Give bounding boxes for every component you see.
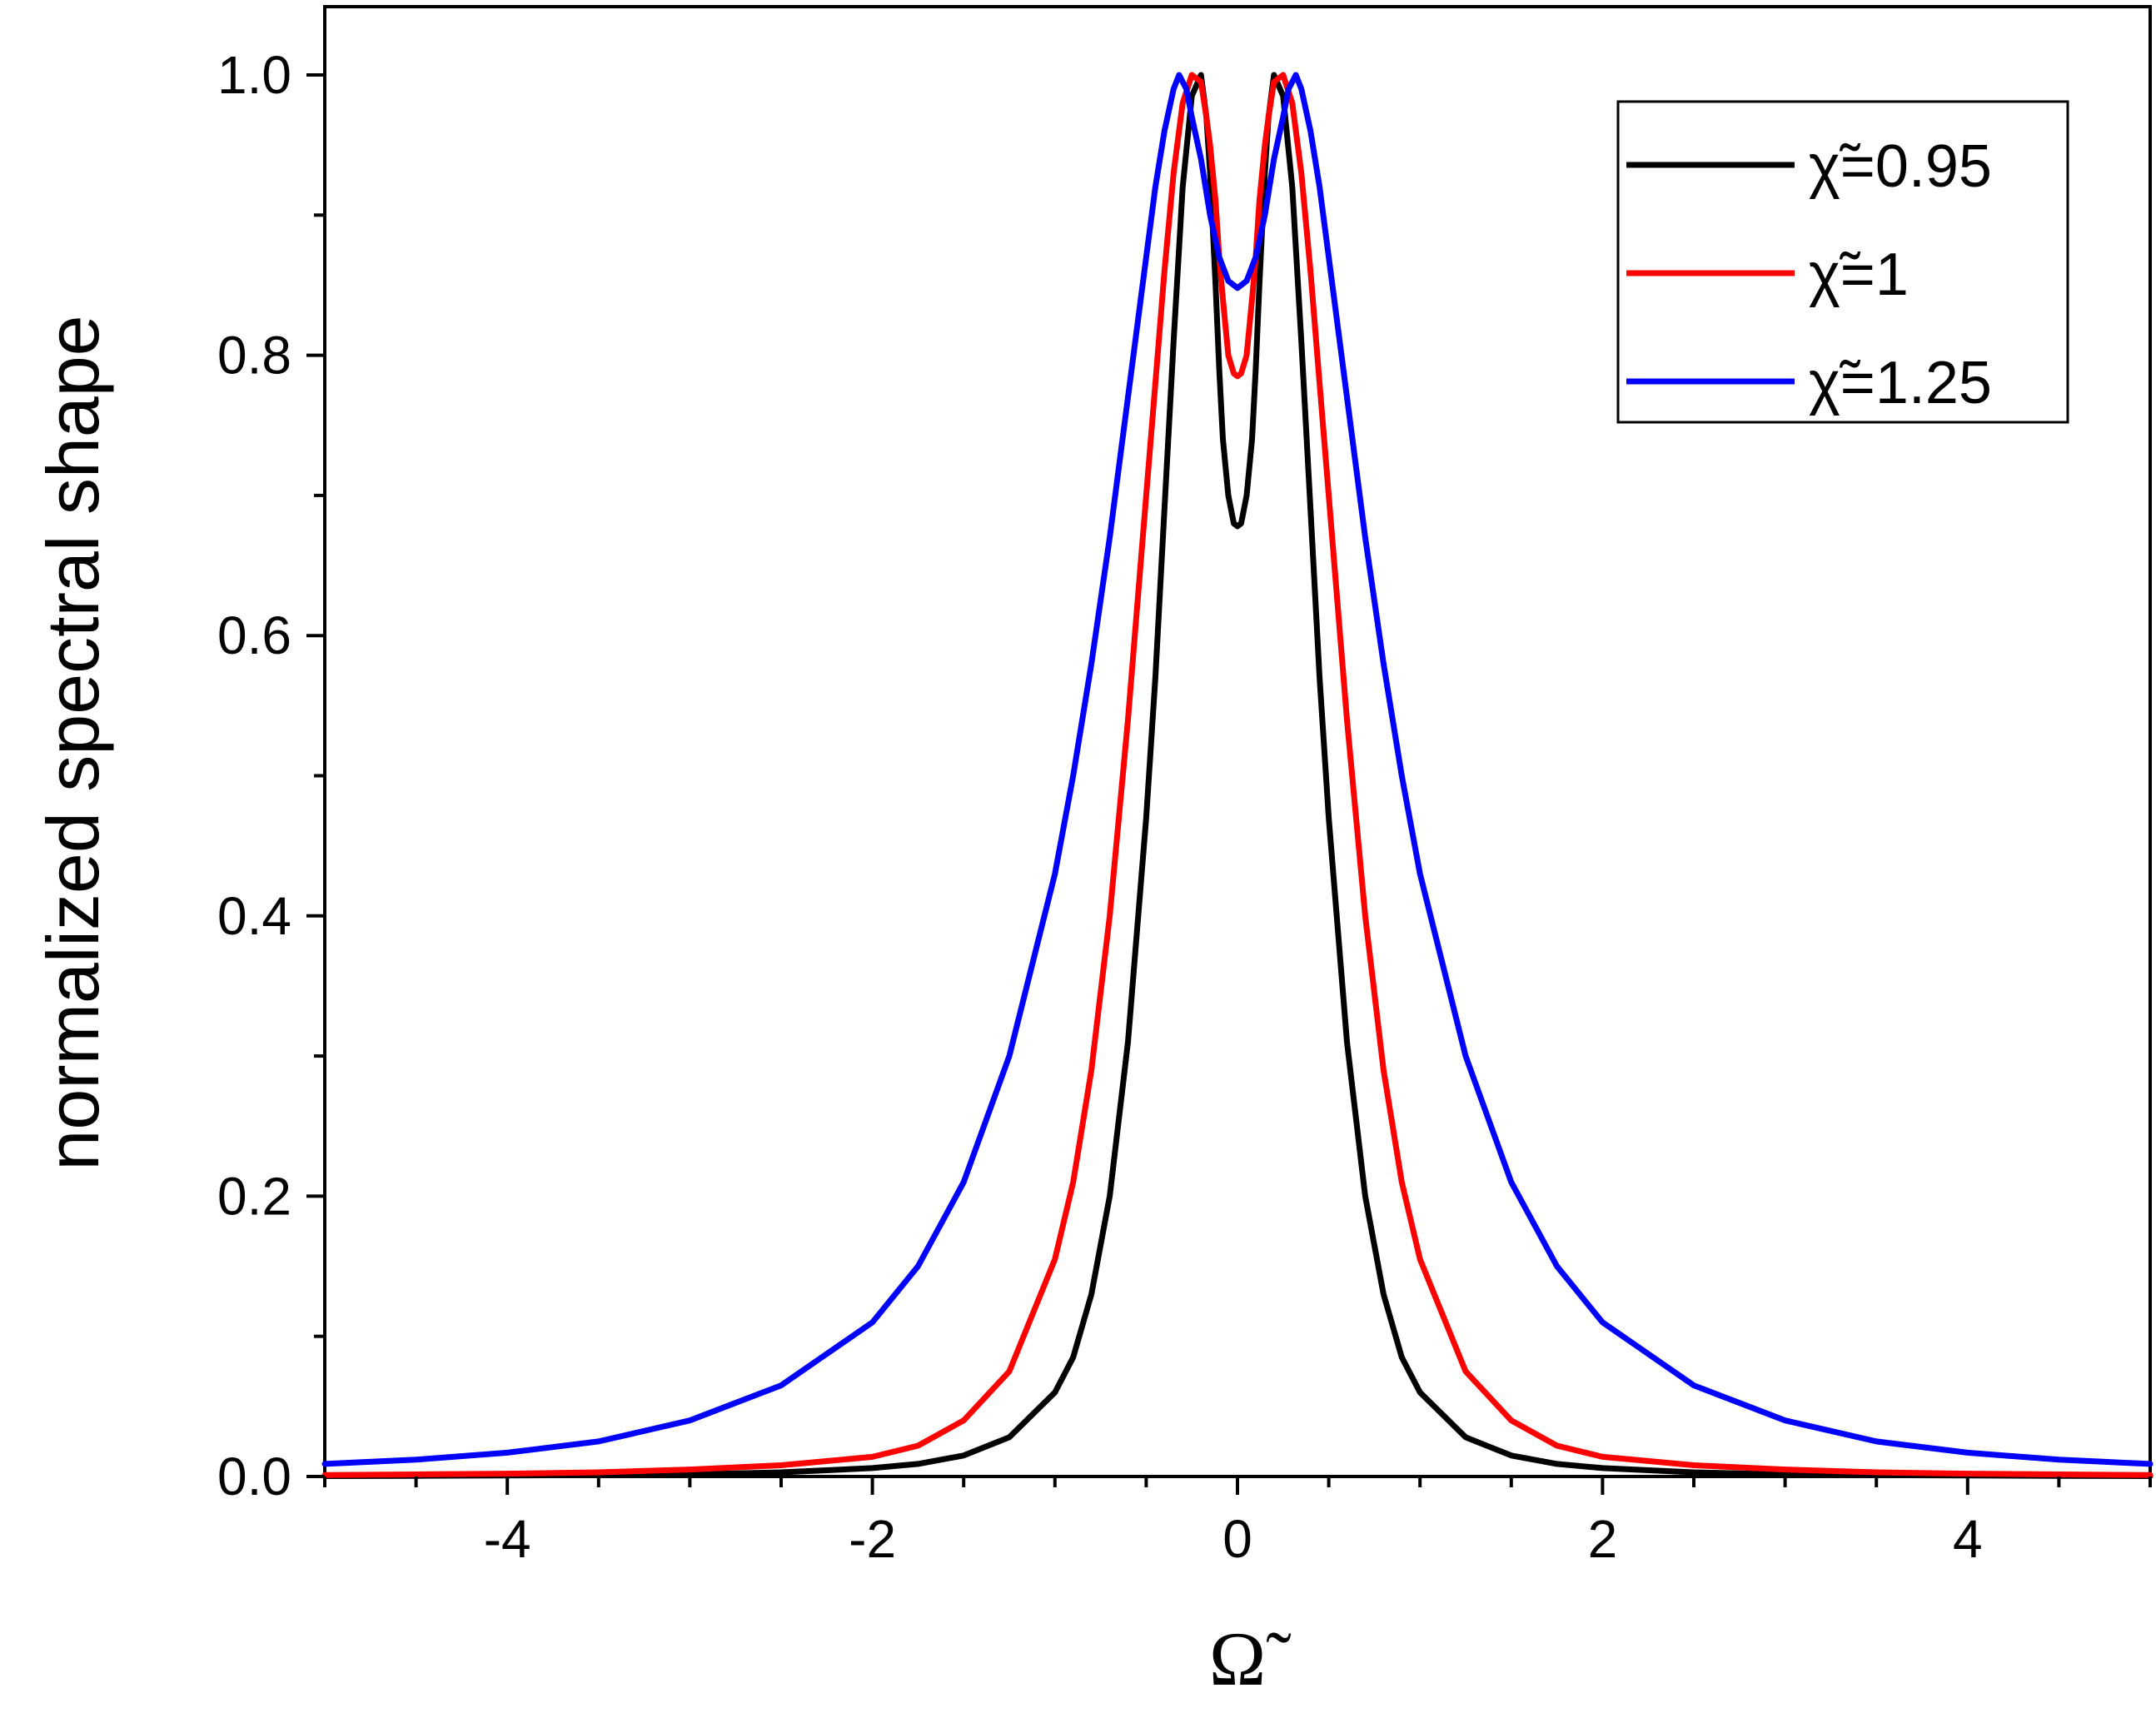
legend-label: χ̃=0.95 (1809, 133, 1992, 200)
y-tick-label: 0.6 (217, 605, 291, 665)
legend: χ̃=0.95 χ̃=1 χ̃=1.25 (1616, 100, 2069, 424)
series-line-0 (321, 72, 2154, 1479)
x-tick-label: -4 (484, 1509, 531, 1569)
y-tick-label: 0.8 (217, 326, 291, 386)
x-tick-label: 2 (1588, 1509, 1618, 1569)
x-tick-label: 0 (1222, 1509, 1252, 1569)
x-axis-title: Ω̃ (1209, 1616, 1291, 1701)
legend-label: χ̃=1 (1809, 242, 1909, 308)
x-axis-ticks: -4 -2 0 2 4 (323, 1476, 2152, 1569)
legend-box (1616, 100, 2069, 424)
y-tick-label: 0.4 (217, 886, 291, 946)
legend-label: χ̃=1.25 (1809, 350, 1992, 416)
series-line-2 (321, 72, 2154, 1467)
y-tick-label: 0.2 (217, 1166, 291, 1226)
series-line-1 (321, 72, 2154, 1478)
y-axis-title: normalized spectral shape (32, 315, 114, 1170)
series-layer (321, 72, 2154, 1479)
y-tick-label: 0.0 (217, 1447, 291, 1506)
y-tick-label: 1.0 (217, 45, 291, 105)
x-tick-label: 4 (1953, 1509, 1983, 1569)
x-tick-label: -2 (849, 1509, 896, 1569)
y-axis-ticks: 0.0 0.2 0.4 0.6 0.8 1.0 (217, 45, 325, 1506)
